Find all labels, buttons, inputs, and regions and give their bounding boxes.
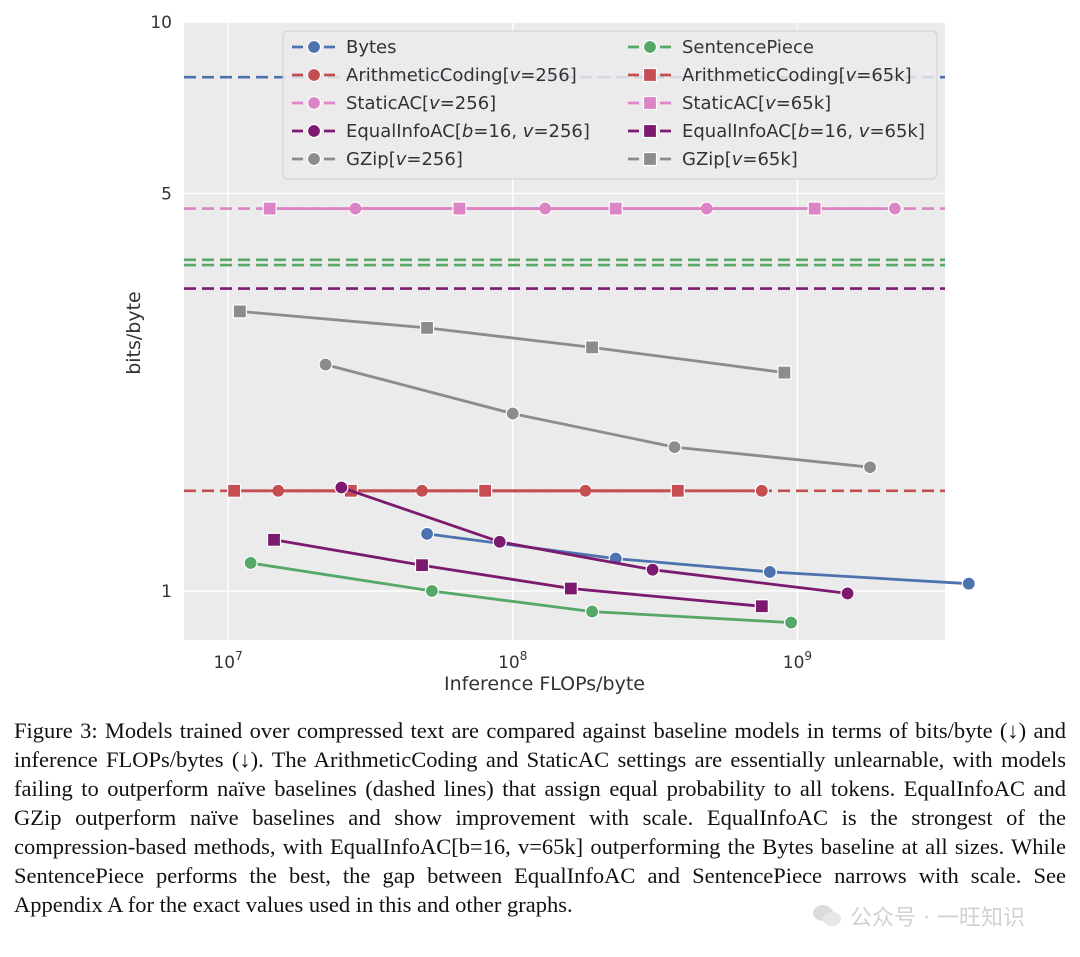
series-line [273, 538, 762, 608]
data-point [492, 534, 507, 549]
x-tick-label: 108 [498, 649, 527, 673]
data-point [862, 460, 878, 475]
legend-marker [642, 95, 658, 111]
legend-label: SentencePiece [682, 37, 814, 58]
chart-svg: 107 108 109 1 5 10 Inference FLOPs/byte bits/by… [123, 13, 976, 695]
y-axis-label: bits/byte [123, 291, 145, 375]
series-line [239, 310, 785, 374]
legend-label: GZip[v=256] [346, 149, 463, 170]
legend-label: Bytes [346, 37, 397, 58]
data-point [419, 320, 435, 335]
figure-caption: Figure 3: Models trained over compressed… [14, 718, 1066, 917]
legend-entry-3: ArithmeticCoding[v=256] [292, 65, 577, 86]
legend-entry-5: StaticAC[v=256] [292, 93, 496, 114]
legend-label: ArithmeticCoding[v=256] [346, 65, 577, 86]
data-point [645, 562, 660, 577]
watermark-text: 公众号 · 一旺知识 [850, 906, 1025, 931]
legend-entry-2: SentencePiece [628, 37, 814, 58]
data-point [414, 558, 430, 573]
data-point [424, 583, 440, 599]
data-point [777, 365, 792, 380]
legend-entry-1: Bytes [292, 37, 397, 58]
figure-chart: 107 108 109 1 5 10 Inference FLOPs/byte bits/by… [123, 13, 976, 695]
legend-entry-8: EqualInfoAC[b=16, v=65k] [628, 121, 925, 142]
legend-label: StaticAC[v=256] [346, 93, 496, 114]
data-point [754, 599, 769, 614]
data-point [608, 201, 623, 216]
legend-label: EqualInfoAC[b=16, v=65k] [682, 121, 925, 142]
legend-marker [306, 67, 322, 83]
legend-entry-6: StaticAC[v=65k] [628, 93, 831, 114]
y-tick-label: 1 [161, 582, 172, 602]
legend-marker [642, 67, 658, 83]
data-point [887, 201, 902, 216]
legend-label: ArithmeticCoding[v=65k] [682, 65, 912, 86]
legend-box [282, 30, 938, 180]
data-point [670, 483, 685, 498]
data-point [227, 483, 242, 498]
data-point [840, 586, 855, 601]
data-point [505, 406, 520, 421]
series-gzip-v-65k [232, 304, 792, 380]
y-tick-label: 10 [150, 13, 172, 33]
series-line [325, 363, 871, 469]
data-point [563, 581, 578, 596]
legend-entry-4: ArithmeticCoding[v=65k] [628, 65, 912, 86]
legend-marker [642, 123, 658, 139]
legend: Bytes SentencePiece ArithmeticCoding[v=256… [282, 30, 938, 180]
watermark: 公众号 · 一旺知识 [812, 896, 1062, 936]
series-equalinfoac-b-16-v-65k [266, 532, 769, 614]
x-tick-label: 107 [213, 649, 242, 673]
data-point [419, 526, 435, 541]
y-tick-label: 5 [161, 184, 172, 204]
legend-marker [306, 39, 322, 55]
legend-marker [306, 123, 322, 139]
x-axis-label: Inference FLOPs/byte [444, 673, 645, 695]
series-arithmeticcoding-v-65k [227, 483, 685, 498]
data-point [452, 201, 467, 216]
legend-marker [642, 39, 658, 55]
legend-marker [306, 151, 322, 167]
data-point [262, 201, 277, 216]
data-point [762, 564, 777, 580]
legend-entry-10: GZip[v=65k] [628, 149, 798, 170]
legend-marker [642, 151, 658, 167]
series-group [227, 201, 976, 630]
legend-entry-9: GZip[v=256] [292, 149, 463, 170]
data-point [478, 483, 493, 498]
data-point [318, 357, 333, 372]
tick-labels: 107 108 109 1 5 10 [150, 13, 812, 673]
series-line [250, 561, 792, 624]
data-point [807, 201, 822, 216]
series-sentencepiece [243, 555, 799, 630]
legend-marker [306, 95, 322, 111]
data-point [754, 483, 769, 498]
series-line [340, 486, 848, 595]
data-point [584, 604, 600, 619]
series-staticac-v-65k [262, 201, 822, 216]
data-point [667, 439, 682, 455]
data-point [961, 576, 976, 591]
x-tick-label: 109 [783, 649, 812, 673]
data-point [334, 480, 349, 495]
data-point [266, 532, 282, 547]
data-point [243, 555, 258, 571]
legend-label: GZip[v=65k] [682, 149, 798, 170]
series-equalinfoac-b-16-v-256 [334, 480, 855, 601]
legend-label: StaticAC[v=65k] [682, 93, 831, 114]
data-point [783, 615, 799, 630]
legend-entry-7: EqualInfoAC[b=16, v=256] [292, 121, 590, 142]
legend-label: EqualInfoAC[b=16, v=256] [346, 121, 590, 142]
data-point [232, 304, 247, 319]
series-gzip-v-256 [318, 357, 878, 475]
wechat-icon [813, 905, 841, 926]
data-point [584, 340, 600, 355]
